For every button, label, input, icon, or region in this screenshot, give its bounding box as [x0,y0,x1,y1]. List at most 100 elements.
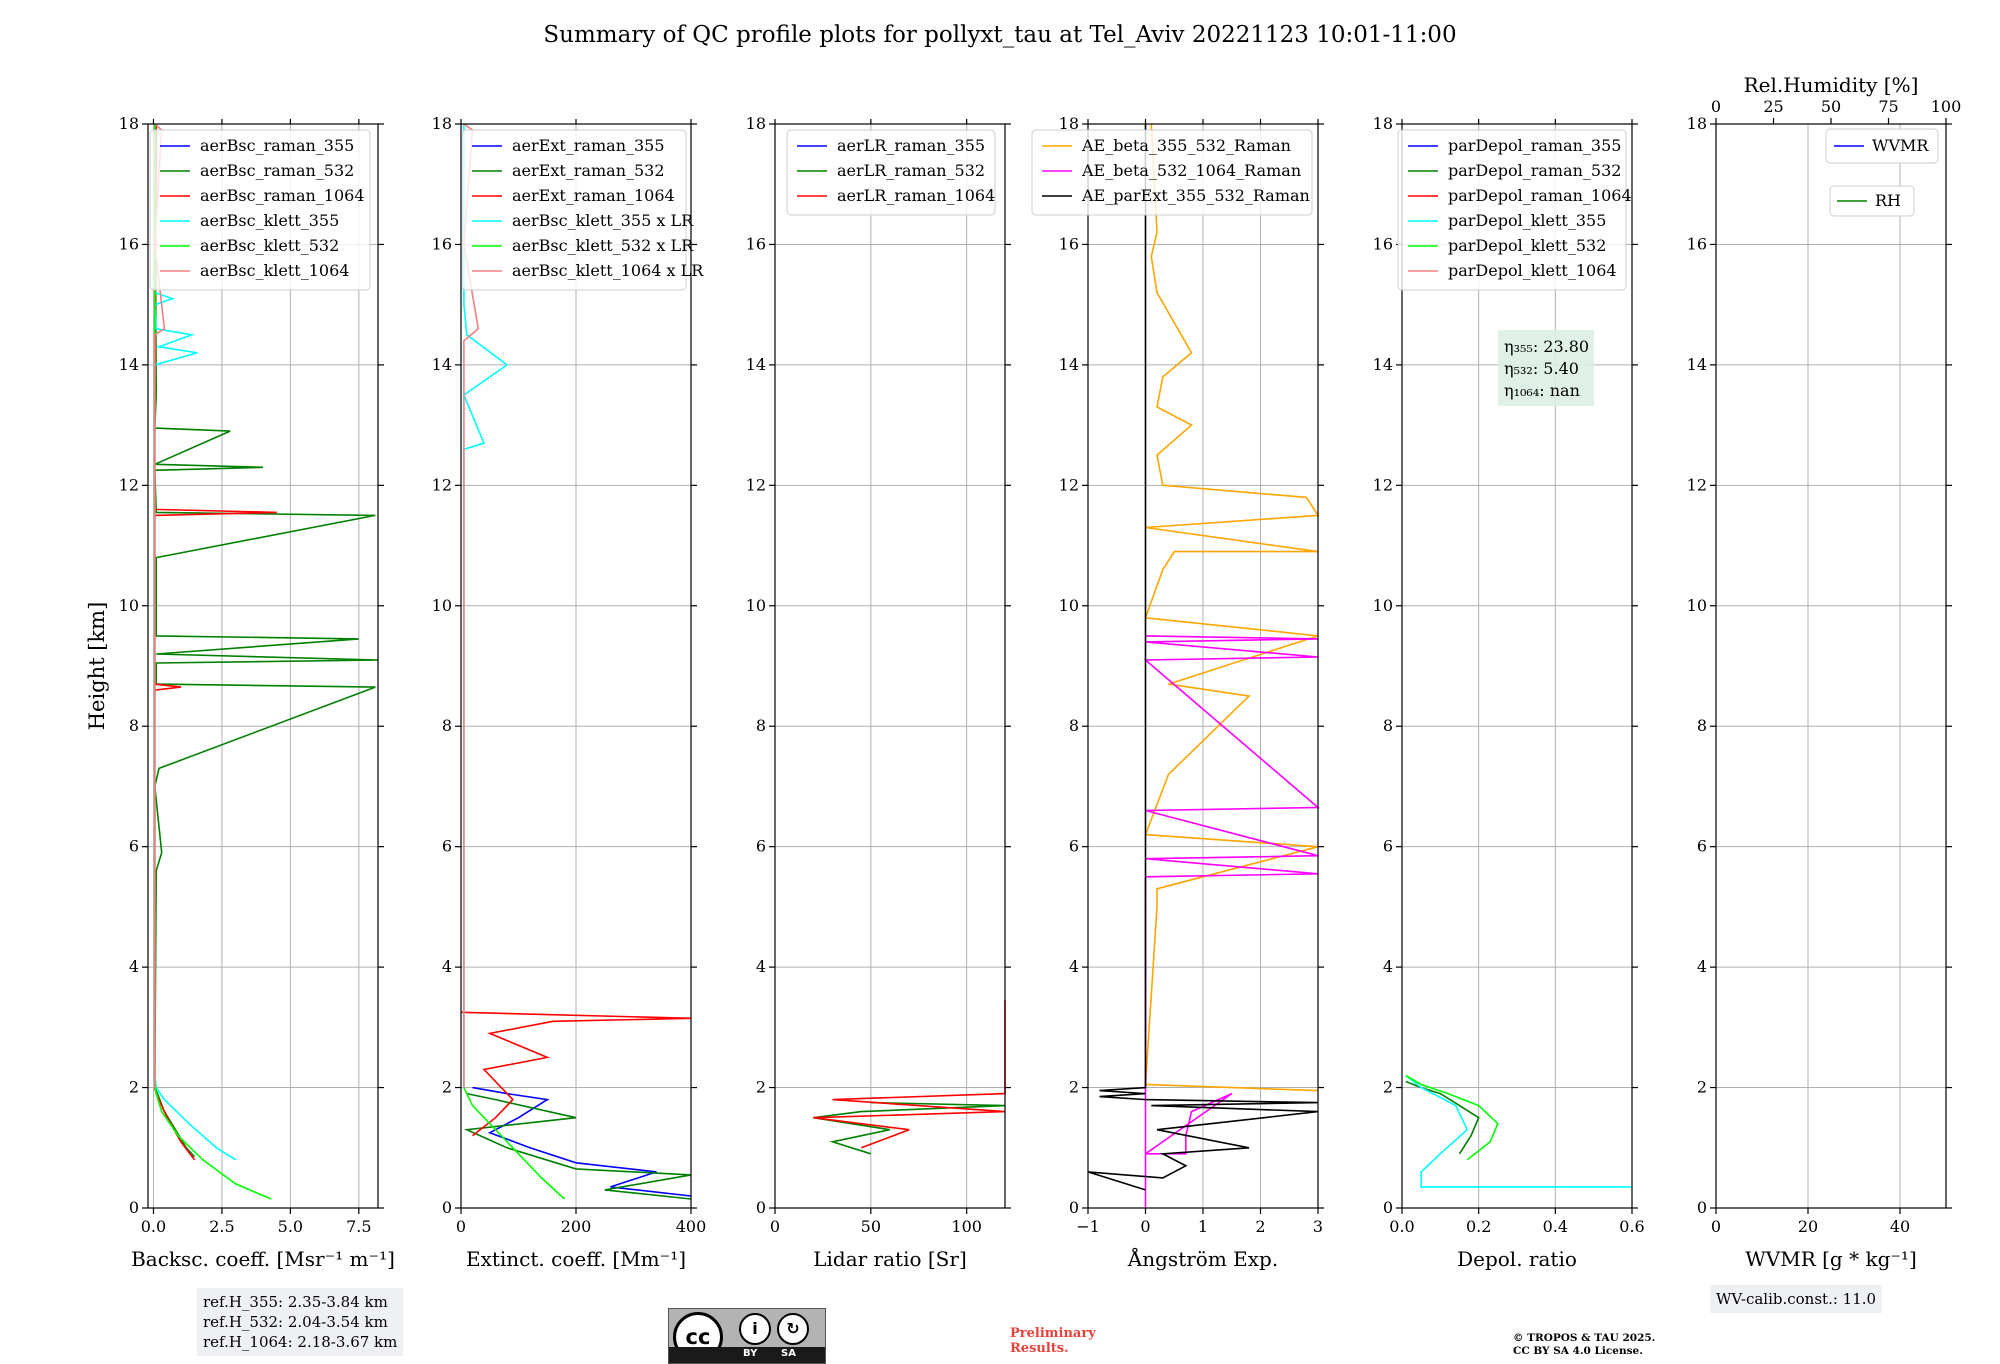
x-tick-label: 0.4 [1543,1217,1568,1236]
legend-label: AE_beta_355_532_Raman [1081,136,1291,155]
y-tick-label: 16 [1373,234,1393,253]
attribution-icon: i [739,1313,771,1345]
axes-frame [1401,123,1633,1209]
y-tick-label: 10 [119,596,139,615]
y-tick-label: 12 [746,475,766,494]
y-tick-label: 14 [1059,355,1079,374]
x-axis-label: Ångström Exp. [1127,1246,1278,1271]
x-tick-label: 7.5 [346,1217,371,1236]
x-tick-label: 5.0 [278,1217,303,1236]
y-tick-label: 10 [1687,596,1707,615]
y-tick-label: 18 [432,114,452,133]
legend-label: parDepol_klett_355 [1448,211,1606,230]
legend-box-rh [1829,185,1915,217]
y-tick-label: 8 [756,716,766,735]
y-tick-label: 8 [1697,716,1707,735]
y-tick-label: 12 [432,475,452,494]
legend-box-wvmr [1825,128,1939,164]
y-tick-label: 2 [756,1078,766,1097]
legend-label: aerExt_raman_355 [512,136,665,155]
panel-5 [1396,119,1638,1214]
y-tick-label: 18 [746,114,766,133]
x-tick-label: 2.5 [209,1217,234,1236]
x-tick-label: 200 [561,1217,592,1236]
y-tick-label: 6 [1697,837,1707,856]
secondary-x-tick-label: 75 [1878,97,1898,116]
y-tick-label: 12 [1059,475,1079,494]
y-tick-label: 16 [1059,234,1079,253]
x-tick-label: 0 [1140,1217,1150,1236]
x-axis-label: Depol. ratio [1457,1247,1577,1271]
share-alike-icon: ↻ [777,1313,809,1345]
y-tick-label: 0 [1383,1198,1393,1217]
x-tick-label: 0.2 [1466,1217,1491,1236]
x-tick-label: 1 [1198,1217,1208,1236]
x-tick-label: 0 [456,1217,466,1236]
y-axis-label: Height [km] [85,602,109,731]
preliminary-line-2: Results. [1010,1341,1069,1356]
x-axis-label: Backsc. coeff. [Msr⁻¹ m⁻¹] [131,1247,395,1271]
secondary-x-axis-label: Rel.Humidity [%] [1744,73,1919,97]
series-line-aerext-raman-1064 [460,1011,692,1137]
legend-label: parDepol_raman_355 [1448,136,1621,155]
series-line-aerlr-raman-1064 [813,1000,1006,1149]
legend-label: aerExt_raman_1064 [512,186,675,205]
preliminary-line-1: Preliminary [1010,1326,1096,1341]
secondary-x-tick-label: 100 [1931,97,1962,116]
eta-annotation: η₁₀₆₄: nan [1504,381,1580,400]
y-tick-label: 6 [1383,837,1393,856]
y-tick-label: 4 [1069,957,1079,976]
legend-box [1031,129,1313,216]
series-line-aerbsc-klett-355 [153,124,237,1161]
legend-label: WVMR [1872,136,1929,155]
legend-label: aerLR_raman_355 [837,136,985,155]
legend-label: aerBsc_klett_1064 x LR [512,261,704,280]
y-tick-label: 2 [1383,1078,1393,1097]
legend-label: parDepol_klett_1064 [1448,261,1617,280]
x-tick-label: 40 [1890,1217,1910,1236]
wv-calib-constant: WV-calib.const.: 11.0 [1716,1290,1877,1308]
copyright-note: © TROPOS & TAU 2025. CC BY SA 4.0 Licens… [1513,1332,1655,1358]
ref-height-355: ref.H_355: 2.35-3.84 km [203,1293,388,1311]
ref-height-532: ref.H_532: 2.04-3.54 km [203,1313,388,1331]
legend-label: aerLR_raman_532 [837,161,985,180]
y-tick-label: 8 [1383,716,1393,735]
legend-box [149,129,371,291]
y-tick-label: 16 [746,234,766,253]
series-line-aerbsc-klett-532-x-lr [463,1087,566,1200]
series-line-ae-beta-532-1064-raman [1143,635,1321,1208]
legend-label: aerBsc_klett_532 [200,236,339,255]
cc-license-badge: cc i ↻ BY SA [668,1308,826,1364]
x-axis-label: WVMR [g * kg⁻¹] [1745,1247,1917,1271]
y-tick-label: 2 [1069,1078,1079,1097]
y-tick-label: 2 [1697,1078,1707,1097]
x-tick-label: 0.0 [1389,1217,1414,1236]
eta-annotation: η₃₅₅: 23.80 [1504,337,1589,356]
legend-label: aerBsc_raman_532 [200,161,354,180]
x-tick-label: 100 [951,1217,982,1236]
legend-label: AE_beta_532_1064_Raman [1081,161,1301,180]
y-tick-label: 18 [119,114,139,133]
y-tick-label: 4 [756,957,766,976]
y-tick-label: 18 [1687,114,1707,133]
y-tick-label: 12 [1687,475,1707,494]
y-tick-label: 0 [1069,1198,1079,1217]
panel-3 [769,119,1011,1214]
y-tick-label: 6 [756,837,766,856]
eta-box [1498,330,1594,406]
x-tick-label: 0 [770,1217,780,1236]
y-tick-label: 4 [1383,957,1393,976]
y-tick-label: 18 [1059,114,1079,133]
y-tick-label: 10 [1373,596,1393,615]
secondary-x-tick-label: 50 [1821,97,1841,116]
y-tick-label: 0 [442,1198,452,1217]
legend-label: parDepol_raman_1064 [1448,186,1632,205]
series-line-ae-beta-355-532-raman [1144,123,1320,1094]
panel-4 [1031,119,1324,1214]
x-tick-label: 2 [1255,1217,1265,1236]
legend-box [461,129,687,291]
y-tick-label: 10 [1059,596,1079,615]
x-tick-label: 400 [676,1217,707,1236]
axes-frame [774,123,1006,1209]
